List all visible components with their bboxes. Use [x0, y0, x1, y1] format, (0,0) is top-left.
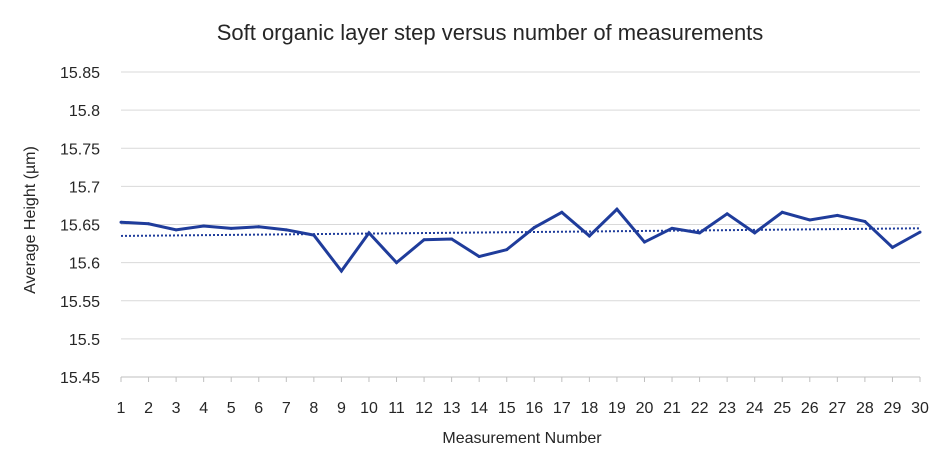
x-tick-label: 29 [884, 400, 902, 417]
y-tick-label: 15.75 [60, 141, 100, 158]
x-tick-label: 28 [856, 400, 874, 417]
x-tick-label: 12 [415, 400, 433, 417]
data-point [312, 233, 316, 237]
series-line [120, 207, 921, 274]
x-tick-label: 9 [337, 400, 346, 417]
y-tick-label: 15.65 [60, 218, 100, 235]
data-point [367, 231, 371, 235]
gridlines [121, 71, 920, 340]
x-tick-label: 13 [443, 400, 461, 417]
data-point [725, 212, 729, 216]
y-tick-label: 15.6 [69, 256, 100, 273]
y-tick-label: 15.45 [60, 370, 100, 387]
data-point [395, 261, 399, 265]
data-point [229, 226, 233, 230]
data-point [202, 224, 206, 228]
x-tick-label: 3 [172, 400, 181, 417]
data-point [147, 222, 151, 226]
y-tick-label: 15.7 [69, 179, 100, 196]
x-tick-label: 21 [663, 400, 681, 417]
data-point [174, 228, 178, 232]
data-point [532, 226, 536, 230]
data-point [560, 210, 564, 214]
x-axis-label: Measurement Number [442, 430, 602, 447]
x-tick-label: 10 [360, 400, 378, 417]
x-tick-label: 20 [636, 400, 654, 417]
data-point [450, 237, 454, 241]
data-point [780, 210, 784, 214]
data-point [339, 269, 343, 273]
x-tick-label: 7 [282, 400, 291, 417]
y-tick-label: 15.5 [69, 332, 100, 349]
x-tick-label: 2 [144, 400, 153, 417]
y-tick-label: 15.8 [69, 103, 100, 120]
x-tick-label: 4 [199, 400, 208, 417]
data-point [505, 248, 509, 252]
x-tick-label: 22 [691, 400, 709, 417]
x-tick-label: 19 [608, 400, 626, 417]
x-tick-label: 30 [911, 400, 929, 417]
data-point [587, 234, 591, 238]
y-tick-label: 15.55 [60, 294, 100, 311]
data-point [284, 228, 288, 232]
x-tick-label: 11 [388, 400, 405, 417]
chart-title: Soft organic layer step versus number of… [217, 20, 764, 45]
y-axis-ticks: 15.45 15.5 15.55 15.6 15.65 15.7 15.75 15.8 15.8… [60, 65, 100, 387]
data-point [890, 245, 894, 249]
series-layer [119, 207, 922, 274]
x-tick-label: 8 [309, 400, 318, 417]
x-tick-label: 18 [580, 400, 598, 417]
data-point [808, 218, 812, 222]
data-point [863, 219, 867, 223]
data-point [918, 230, 922, 234]
x-tick-label: 17 [553, 400, 571, 417]
x-tick-label: 24 [746, 400, 764, 417]
data-point [698, 231, 702, 235]
x-tick-label: 26 [801, 400, 819, 417]
data-point [753, 231, 757, 235]
y-axis-label: Average Height (µm) [22, 146, 39, 294]
data-point [477, 255, 481, 259]
x-tick-label: 25 [773, 400, 791, 417]
x-tick-label: 6 [254, 400, 263, 417]
data-point [257, 225, 261, 229]
x-tick-label: 23 [718, 400, 736, 417]
data-point [670, 226, 674, 230]
x-tick-label: 14 [470, 400, 488, 417]
x-tick-label: 15 [498, 400, 516, 417]
data-point [835, 213, 839, 217]
x-tick-label: 1 [117, 400, 126, 417]
data-point [642, 240, 646, 244]
data-point [615, 207, 619, 211]
x-tick-label: 16 [525, 400, 543, 417]
data-point [422, 238, 426, 242]
y-tick-label: 15.85 [60, 65, 100, 82]
data-point [119, 220, 123, 224]
x-axis-ticks: 1 2 3 4 5 6 7 8 9 10 11 12 13 14 15 16 17 18 19 20 21 22 23 24 2… [117, 377, 929, 417]
trend-line [120, 227, 921, 237]
x-tick-label: 27 [828, 400, 846, 417]
x-tick-label: 5 [227, 400, 236, 417]
